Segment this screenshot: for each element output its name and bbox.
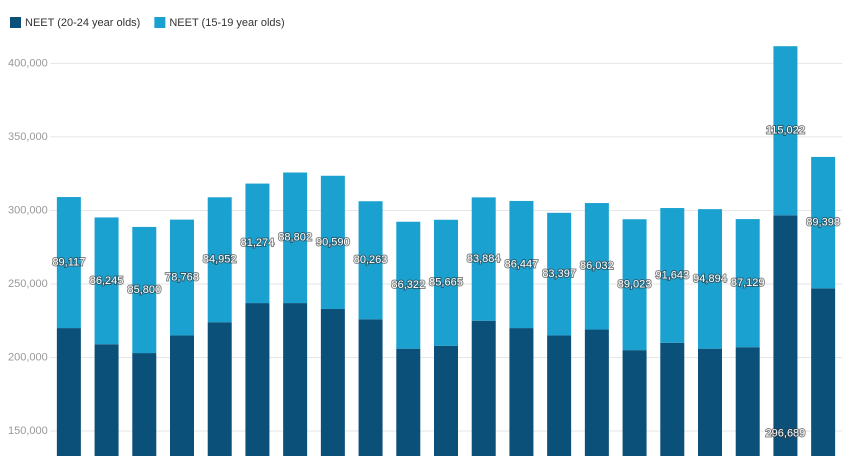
bar-segment [283, 172, 308, 304]
data-label: 89,023 [618, 279, 652, 291]
bar-segment [434, 219, 458, 346]
data-label: 84,952 [203, 254, 237, 266]
data-label: 115,022 [766, 125, 805, 137]
bar-segment [660, 208, 685, 343]
bar-segment [207, 197, 232, 323]
bar-segment [622, 219, 647, 351]
data-label: 86,447 [505, 258, 539, 270]
y-tick-label: 250,000 [8, 278, 48, 290]
data-label: 86,032 [580, 260, 614, 272]
bar-segment [509, 200, 534, 329]
bar-segment [358, 201, 383, 320]
bar-segment [94, 344, 119, 456]
bar-segment [735, 219, 760, 348]
bar-segment [94, 217, 119, 345]
bar-segment [471, 197, 496, 321]
bar-segment [698, 209, 722, 349]
data-label: 83,397 [542, 268, 576, 280]
bar-segment [811, 156, 836, 289]
bar-segment [132, 226, 157, 354]
bar-segment [56, 197, 81, 329]
bar-segment [735, 347, 760, 456]
bar-segment [207, 322, 232, 456]
data-label: 80,263 [354, 254, 388, 266]
data-label: 85,665 [429, 277, 463, 289]
data-label: 81,274 [241, 237, 275, 249]
legend-swatch [154, 17, 166, 28]
bar-segment [170, 219, 194, 336]
y-tick-label: 350,000 [8, 131, 48, 143]
data-label: 78,768 [165, 271, 199, 283]
bar-segment [396, 348, 421, 456]
data-label: 296,689 [766, 427, 806, 439]
bar-segment [584, 203, 609, 330]
bar-segment [132, 353, 157, 456]
y-tick-label: 400,000 [8, 57, 48, 69]
bar-segment [773, 46, 798, 216]
data-label: 94,894 [693, 273, 727, 285]
bar-segment [170, 335, 194, 456]
bar-segment [358, 319, 383, 456]
data-label: 87,129 [731, 277, 765, 289]
bar-segment [584, 329, 609, 456]
bar-segment [811, 288, 836, 456]
bar-segment [396, 221, 421, 349]
y-tick-label: 300,000 [8, 204, 48, 216]
y-tick-label: 200,000 [8, 351, 48, 363]
bar-segment [698, 348, 722, 456]
data-label: 83,884 [467, 253, 501, 265]
bar-segment [245, 303, 270, 456]
data-label: 89,117 [52, 256, 85, 268]
data-label: 86,322 [391, 279, 425, 291]
data-label: 88,802 [278, 232, 312, 244]
data-label: 89,398 [806, 217, 840, 229]
bar-segment [471, 320, 496, 456]
data-label: 91,643 [655, 269, 689, 281]
data-label: 86,245 [90, 275, 124, 287]
bar-segment [547, 212, 572, 336]
legend-label: NEET (20-24 year olds) [25, 17, 140, 29]
bar-segment [320, 175, 345, 309]
bar-segment [509, 328, 534, 456]
bar-segment [622, 350, 647, 456]
bar-segment [320, 308, 345, 456]
data-label: 90,590 [316, 236, 350, 248]
bar-segment [773, 215, 798, 456]
bar-segment [283, 303, 308, 456]
bar-segment [56, 328, 81, 456]
bar-segment [660, 342, 685, 456]
bar-segment [245, 183, 270, 304]
bar-segment [547, 335, 572, 456]
bar-segment [434, 345, 458, 456]
data-label: 85,800 [127, 284, 161, 296]
y-tick-label: 150,000 [8, 425, 48, 437]
legend-label: NEET (15-19 year olds) [169, 17, 284, 29]
legend-swatch [10, 17, 21, 28]
